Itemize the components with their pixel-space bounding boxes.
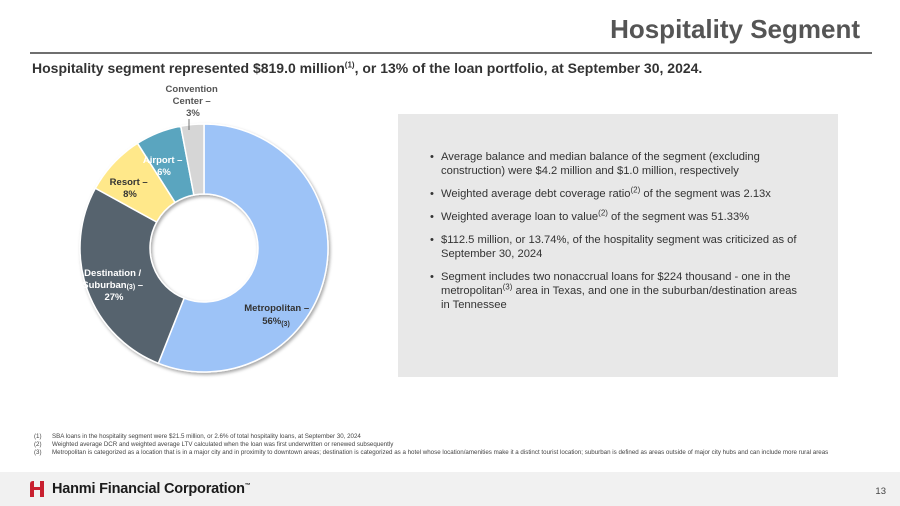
page-subtitle: Hospitality segment represented $819.0 m… [32, 60, 703, 76]
donut-svg: Convention Center – 3% Airport – 6% Reso… [79, 84, 329, 373]
segment-highlights-box: Average balance and median balance of th… [398, 114, 838, 377]
segment-highlights-list: Average balance and median balance of th… [398, 114, 838, 312]
resort-label: Resort – 8% [110, 177, 151, 200]
bullet-dcr: Weighted average debt coverage ratio(2) … [430, 186, 808, 201]
page-number: 13 [875, 486, 886, 497]
footnote-2: (2) Weighted average DCR and weighted ave… [34, 441, 394, 449]
airport-label: Airport – 6% [143, 155, 185, 178]
donut-slice-convention-center [179, 123, 205, 196]
destination-label: Destination / Suburban(3) – 27% [82, 268, 145, 303]
convention-label: Convention Center – 3% [166, 84, 221, 119]
footnote-1: (1) SBA loans in the hospitality segment … [34, 433, 361, 440]
footnote-3: (3) Metropolitan is categorized as a loca… [34, 449, 829, 457]
company-name: Hanmi Financial Corporation™ [52, 481, 251, 497]
donut-slice-metropolitan [157, 123, 329, 373]
bullet-balance: Average balance and median balance of th… [430, 150, 808, 178]
bullet-criticized: $112.5 million, or 13.74%, of the hospit… [430, 233, 808, 261]
bullet-ltv: Weighted average loan to value(2) of the… [430, 209, 808, 224]
footer-bar: Hanmi Financial Corporation™ 13 [0, 472, 900, 506]
footnotes: (1) SBA loans in the hospitality segment … [34, 433, 874, 458]
hospitality-donut-chart: Convention Center – 3% Airport – 6% Reso… [70, 84, 350, 385]
donut-slice-destination-suburban [79, 187, 186, 365]
bullet-nonaccrual: Segment includes two nonaccrual loans fo… [430, 270, 808, 312]
title-divider [30, 52, 872, 54]
hanmi-h-logo-icon [30, 481, 44, 497]
page-title: Hospitality Segment [610, 14, 860, 44]
company-logo: Hanmi Financial Corporation™ [28, 480, 251, 498]
metropolitan-label: Metropolitan – 56%(3) [244, 303, 312, 328]
